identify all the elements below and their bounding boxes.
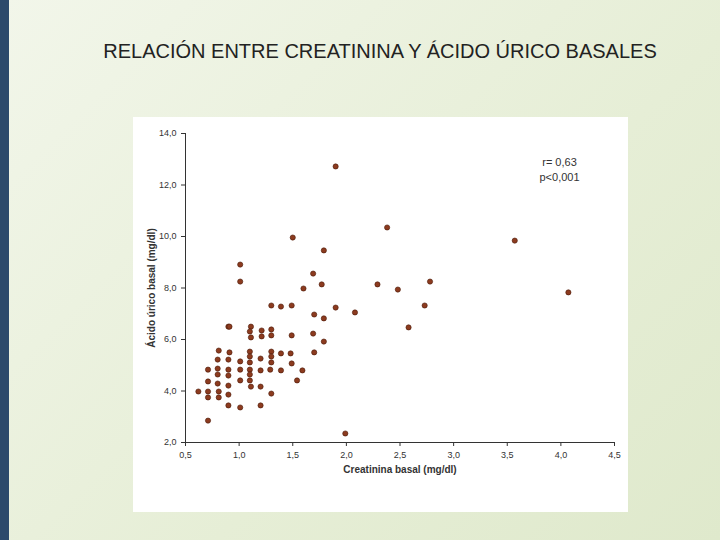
svg-text:8,0: 8,0 <box>164 283 177 293</box>
svg-text:r= 0,63p<0,001: r= 0,63p<0,001 <box>539 156 579 183</box>
html-text:RELACIÓN ENTRE CREATININA Y ÁC: RELACIÓN ENTRE CREATININA Y ÁCIDO ÚRICO … <box>103 40 657 62</box>
svg-text:0,5: 0,5 <box>179 450 192 460</box>
svg-text:2,0: 2,0 <box>340 450 353 460</box>
svg-text:14,0: 14,0 <box>159 128 177 138</box>
svg-text:12,0: 12,0 <box>159 180 177 190</box>
svg-text:6,0: 6,0 <box>164 334 177 344</box>
svg-text:10,0: 10,0 <box>159 231 177 241</box>
svg-text:4,5: 4,5 <box>608 450 621 460</box>
svg-text:4,0: 4,0 <box>555 450 568 460</box>
svg-text:3,0: 3,0 <box>447 450 460 460</box>
svg-text:2,5: 2,5 <box>394 450 407 460</box>
svg-text:Ácido úrico basal (mg/dl): Ácido úrico basal (mg/dl) <box>145 228 157 347</box>
svg-text:1,5: 1,5 <box>286 450 299 460</box>
svg-text:Creatinina basal (mg/dl): Creatinina basal (mg/dl) <box>343 464 456 475</box>
svg-text:1,0: 1,0 <box>233 450 246 460</box>
svg-text:3,5: 3,5 <box>501 450 514 460</box>
svg-text:4,0: 4,0 <box>164 386 177 396</box>
svg-text:2,0: 2,0 <box>164 437 177 447</box>
